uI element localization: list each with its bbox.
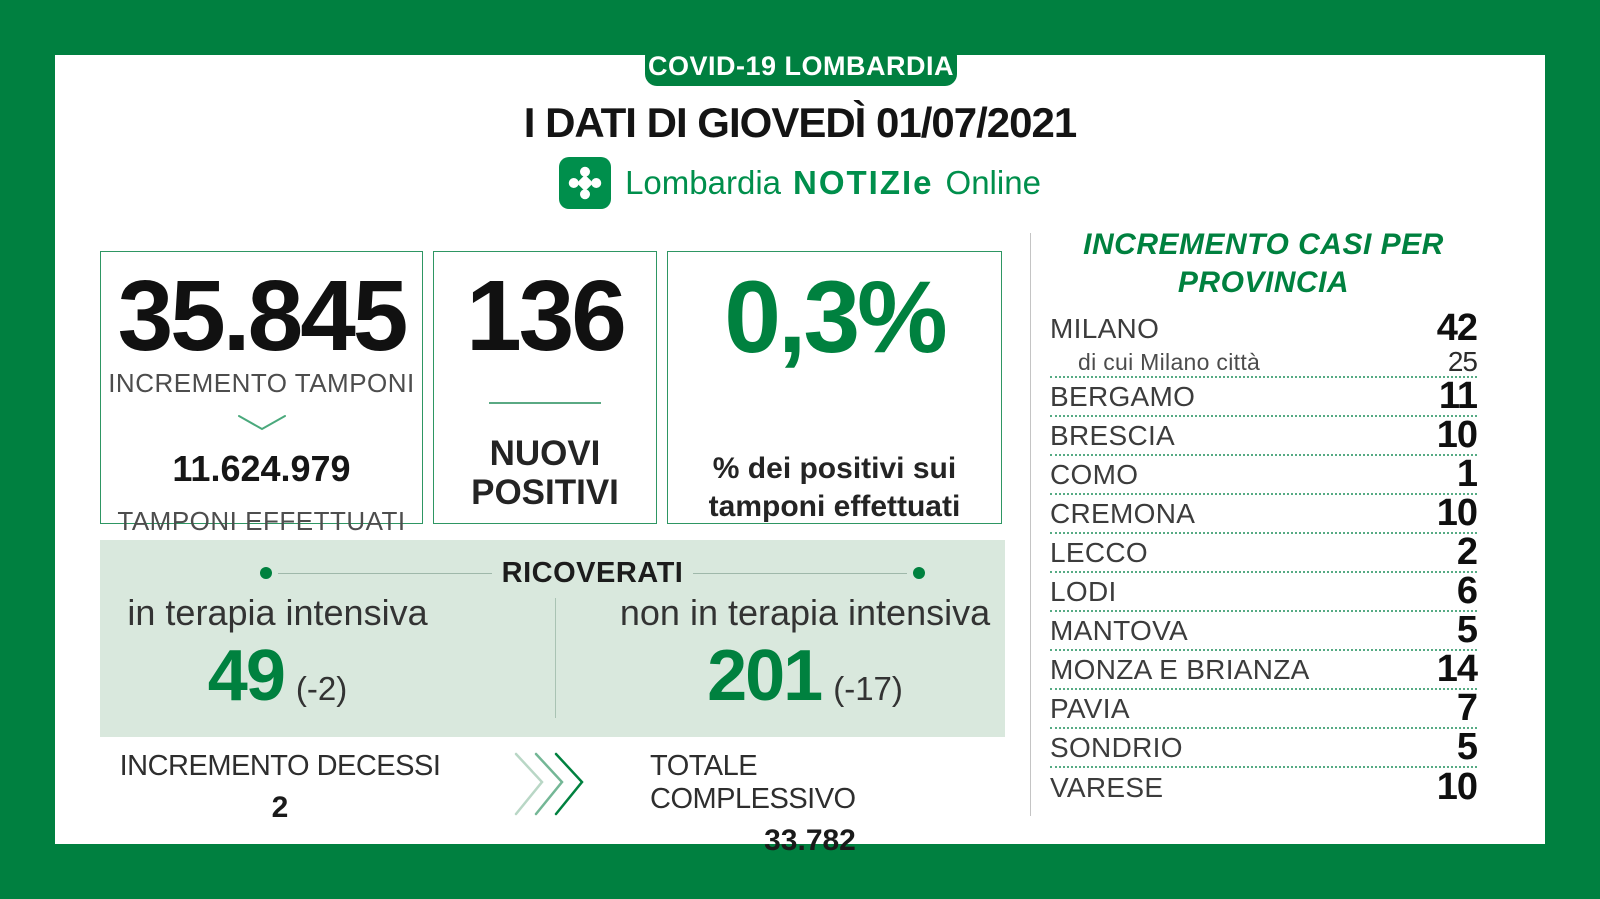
header-badge: COVID-19 LOMBARDIA	[645, 44, 957, 86]
nuovi-positivi-value: 136	[466, 260, 627, 372]
ricoverati-header: RICOVERATI	[260, 556, 926, 589]
totale-complessivo-value: 33.782	[764, 824, 856, 857]
province-row-lecco: LECCO 2	[1050, 531, 1478, 573]
province-row-milano: MILANO 42	[1050, 307, 1478, 349]
province-row-milano-citta: di cui Milano città 25	[1050, 346, 1478, 378]
non-terapia-intensiva-value: 201	[707, 636, 823, 716]
nuovi-positivi-label: NUOVI POSITIVI	[471, 434, 619, 513]
divider-line	[278, 572, 492, 574]
province-row-lodi: LODI 6	[1050, 570, 1478, 612]
percentuale-positivi-box: 0,3% % dei positivi sui tamponi effettua…	[667, 251, 1002, 524]
province-list: MILANO 42 di cui Milano città 25 BERGAMO…	[1050, 307, 1478, 808]
province-row-como: COMO 1	[1050, 453, 1478, 495]
tamponi-effettuati-value: 11.624.979	[172, 448, 351, 489]
province-row-cremona: CREMONA 10	[1050, 492, 1478, 534]
divider-line	[555, 598, 556, 718]
province-column: INCREMENTO CASI PER PROVINCIA MILANO 42 …	[1050, 226, 1478, 808]
province-row-monza-e-brianza: MONZA E BRIANZA 14	[1050, 648, 1478, 690]
chevron-down-icon	[236, 413, 288, 438]
divider-line	[489, 402, 601, 404]
logo-region-text: Lombardia	[625, 164, 782, 201]
incremento-decessi-block: INCREMENTO DECESSI 2	[100, 750, 460, 825]
totale-complessivo-label: TOTALE COMPLESSIVO	[650, 750, 856, 815]
terapia-intensiva-label: in terapia intensiva	[127, 592, 428, 633]
province-row-bergamo: BERGAMO 11	[1050, 375, 1478, 417]
logo-text: Lombardia NOTIZIe Online	[625, 164, 1041, 202]
divider-line	[693, 572, 908, 574]
dot-icon	[913, 567, 926, 579]
totale-complessivo-block: TOTALE COMPLESSIVO 33.782	[650, 750, 970, 858]
percentuale-value: 0,3%	[724, 260, 947, 374]
percentuale-label: % dei positivi sui tamponi effettuati	[708, 452, 961, 523]
terapia-intensiva-block: in terapia intensiva 49 (-2)	[100, 592, 455, 712]
non-terapia-intensiva-delta: (-17)	[833, 670, 903, 707]
triple-chevron-right-icon	[512, 752, 602, 821]
non-terapia-intensiva-block: non in terapia intensiva 201 (-17)	[605, 592, 1005, 712]
incremento-decessi-value: 2	[271, 791, 289, 824]
divider-line	[1030, 233, 1031, 816]
logo-suffix-text: Online	[945, 164, 1041, 201]
province-row-mantova: MANTOVA 5	[1050, 609, 1478, 651]
incremento-decessi-label: INCREMENTO DECESSI	[119, 750, 441, 782]
province-row-brescia: BRESCIA 10	[1050, 414, 1478, 456]
non-terapia-intensiva-label: non in terapia intensiva	[619, 592, 991, 633]
lombardia-notizie-logo: Lombardia NOTIZIe Online	[0, 154, 1600, 212]
province-row-varese: VARESE 10	[1050, 766, 1478, 808]
ricoverati-title: RICOVERATI	[501, 556, 684, 589]
page-title: I DATI DI GIOVEDÌ 01/07/2021	[523, 99, 1077, 146]
tamponi-effettuati-label: TAMPONI EFFETTUATI	[117, 506, 406, 536]
tamponi-box: 35.845 INCREMENTO TAMPONI 11.624.979 TAM…	[100, 251, 423, 536]
incremento-tamponi-label: INCREMENTO TAMPONI	[108, 368, 415, 398]
incremento-tamponi-value: 35.845	[117, 260, 409, 372]
badge-text: COVID-19 LOMBARDIA	[647, 51, 954, 81]
terapia-intensiva-delta: (-2)	[295, 670, 348, 707]
ricoverati-panel: RICOVERATI in terapia intensiva 49 (-2) …	[100, 540, 1005, 737]
province-title: INCREMENTO CASI PER PROVINCIA	[1083, 228, 1444, 299]
province-row-sondrio: SONDRIO 5	[1050, 726, 1478, 768]
logo-brand-text: NOTIZIe	[793, 164, 934, 201]
terapia-intensiva-value: 49	[207, 636, 286, 716]
nuovi-positivi-box: 136 NUOVI POSITIVI	[433, 251, 657, 524]
rosa-camuna-icon	[559, 157, 612, 209]
province-row-pavia: PAVIA 7	[1050, 687, 1478, 729]
dot-icon	[260, 567, 272, 579]
